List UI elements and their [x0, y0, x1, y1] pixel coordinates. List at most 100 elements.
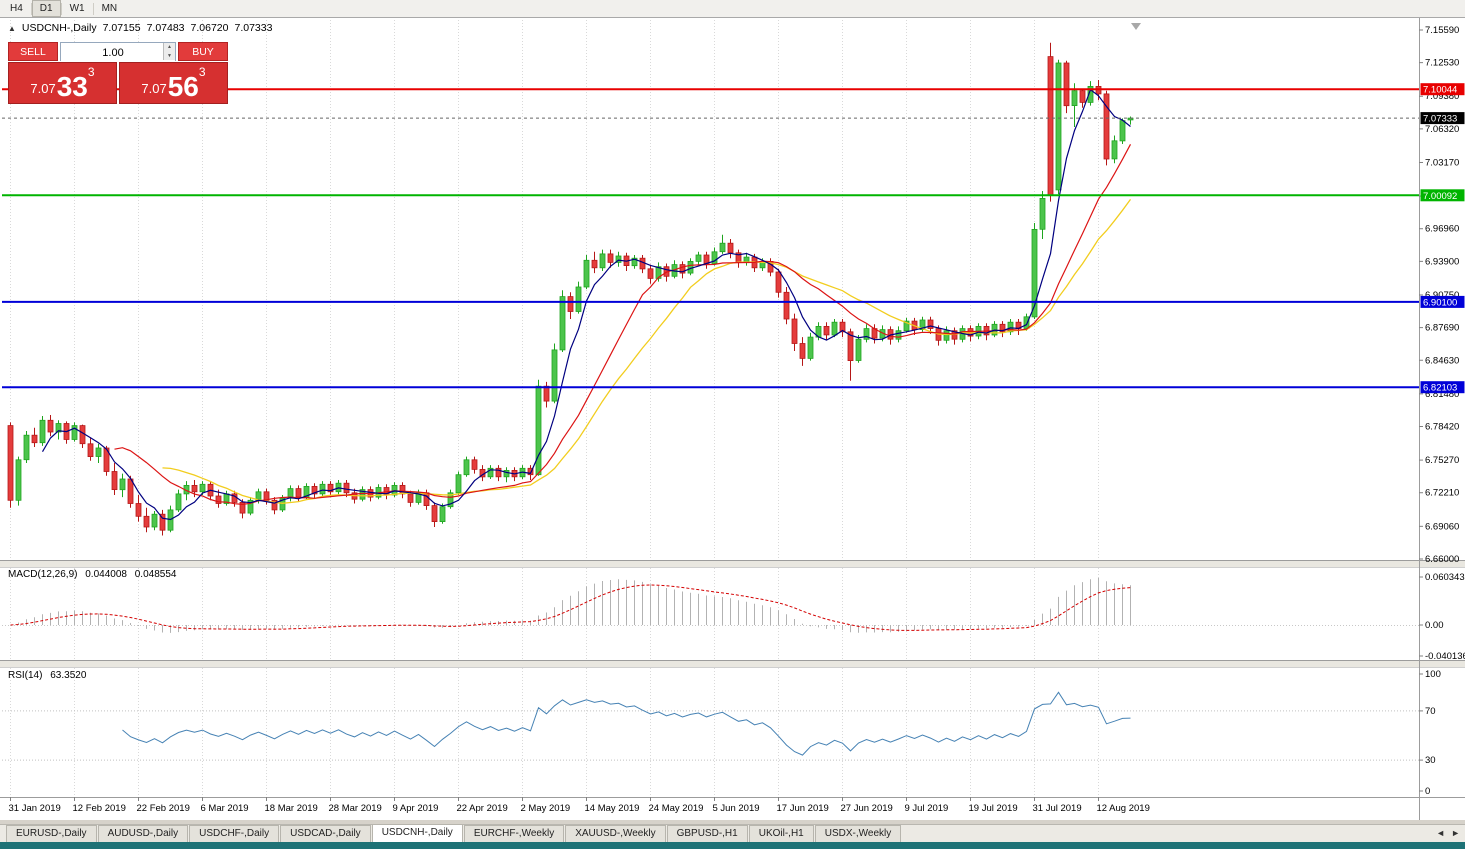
status-strip — [0, 842, 1465, 849]
volume-down-icon[interactable]: ▼ — [164, 51, 175, 60]
ohlc-high: 7.07483 — [146, 22, 185, 34]
chart-symbol-period: USDCNH-,Daily — [21, 22, 97, 34]
date-label: 12 Aug 2019 — [1097, 803, 1150, 814]
pane-splitter-rsi[interactable] — [0, 660, 1465, 667]
price-axis-label: 6.78420 — [1425, 421, 1459, 432]
chart-tab-eurusd-daily[interactable]: EURUSD-,Daily — [6, 825, 97, 842]
chart-canvas[interactable]: 31 Jan 2019 12 Feb 2019 22 Feb 2019 6 Mar 2… — [0, 18, 1465, 820]
svg-text:7.07333: 7.07333 — [1423, 114, 1457, 125]
svg-text:6.90100: 6.90100 — [1423, 297, 1457, 308]
date-label: 24 May 2019 — [649, 803, 704, 814]
rsi-axis-label: 70 — [1425, 706, 1436, 717]
rsi-name: RSI(14) — [8, 670, 43, 681]
chart-ohlc-header: ▲ USDCNH-,Daily 7.07155 7.07483 7.06720 … — [8, 22, 272, 34]
timeframe-toolbar: H4 D1 W1 MN — [0, 0, 1465, 18]
date-label: 19 Jul 2019 — [969, 803, 1018, 814]
macd-value-main: 0.044008 — [85, 569, 127, 580]
rsi-indicator-label: RSI(14) 63.3520 — [8, 670, 86, 681]
ask-price-button[interactable]: 7.07 56 3 — [119, 62, 228, 104]
price-axis-label: 6.87690 — [1425, 323, 1459, 334]
level-badge-7.10044 — [1420, 83, 1465, 96]
date-label: 14 May 2019 — [585, 803, 640, 814]
rsi-value: 63.3520 — [50, 670, 87, 681]
date-label: 5 Jun 2019 — [713, 803, 760, 814]
price-axis-label: 6.66000 — [1425, 554, 1459, 565]
chart-tab-usdx-weekly[interactable]: USDX-,Weekly — [814, 825, 902, 842]
macd-name: MACD(12,26,9) — [8, 569, 78, 580]
shift-marker-icon[interactable] — [1131, 23, 1141, 30]
date-label: 22 Feb 2019 — [137, 803, 190, 814]
bid-prefix: 7.07 — [30, 81, 56, 96]
date-label: 31 Jul 2019 — [1033, 803, 1082, 814]
rsi-axis-label: 0 — [1425, 786, 1430, 797]
date-label: 17 Jun 2019 — [777, 803, 829, 814]
chart-window: 31 Jan 2019 12 Feb 2019 22 Feb 2019 6 Mar 2… — [0, 18, 1465, 820]
chart-tab-audusd-daily[interactable]: AUDUSD-,Daily — [97, 825, 189, 842]
ask-point: 3 — [198, 65, 206, 79]
date-label: 28 Mar 2019 — [329, 803, 382, 814]
chart-tab-usdchf-daily[interactable]: USDCHF-,Daily — [189, 825, 280, 842]
ma-medium-line — [114, 144, 1132, 506]
rsi-line — [122, 691, 1131, 756]
date-label: 9 Jul 2019 — [905, 803, 949, 814]
macd-histogram — [18, 577, 1131, 633]
svg-text:7.10044: 7.10044 — [1423, 85, 1457, 96]
level-badge-7.00092 — [1420, 189, 1465, 202]
chart-tab-xauusd-weekly[interactable]: XAUUSD-,Weekly — [565, 825, 666, 842]
date-label: 9 Apr 2019 — [393, 803, 439, 814]
window-chrome-gap — [0, 820, 1465, 824]
last-price-badge — [1420, 112, 1465, 125]
chart-tab-ukoil-h1[interactable]: UKOil-,H1 — [748, 825, 814, 842]
price-axis-label: 6.90750 — [1425, 290, 1459, 301]
chart-tab-gbpusd-h1[interactable]: GBPUSD-,H1 — [666, 825, 748, 842]
pane-splitter-macd[interactable] — [0, 560, 1465, 567]
date-label: 18 Mar 2019 — [265, 803, 318, 814]
ask-pips: 56 — [167, 71, 199, 103]
toolbar-separator — [60, 2, 62, 15]
macd-value-signal: 0.048554 — [134, 569, 177, 580]
ohlc-open: 7.07155 — [102, 22, 141, 34]
price-axis-label: 6.81480 — [1425, 389, 1459, 400]
tab-scroll-left-icon[interactable]: ◄ — [1436, 828, 1446, 838]
ma-slow-line — [162, 199, 1132, 504]
volume-input[interactable] — [61, 44, 175, 62]
one-click-collapse-icon[interactable]: ▲ — [8, 23, 16, 33]
bid-pips: 33 — [56, 71, 88, 103]
rsi-axis-label: 100 — [1425, 669, 1441, 680]
candles — [7, 42, 1134, 536]
tab-scroll-right-icon[interactable]: ► — [1451, 828, 1460, 838]
volume-up-icon[interactable]: ▲ — [164, 43, 175, 52]
bid-price-button[interactable]: 7.07 33 3 — [8, 62, 117, 104]
bid-point: 3 — [87, 65, 95, 79]
ohlc-close: 7.07333 — [234, 22, 273, 34]
svg-text:6.82103: 6.82103 — [1423, 383, 1457, 394]
macd-signal-line — [10, 584, 1131, 631]
chart-tab-eurchf-weekly[interactable]: EURCHF-,Weekly — [463, 825, 565, 842]
grid-lines — [10, 20, 1099, 797]
rsi-axis-label: 30 — [1425, 755, 1436, 766]
price-axis-label: 6.69060 — [1425, 521, 1459, 532]
price-axis-label: 6.84630 — [1425, 355, 1459, 366]
chart-tab-bar: EURUSD-,Daily AUDUSD-,Daily USDCHF-,Daily U… — [0, 824, 1465, 842]
timeframe-h4-button[interactable]: H4 — [3, 1, 30, 16]
svg-text:7.00092: 7.00092 — [1423, 191, 1457, 202]
timeframe-mn-button[interactable]: MN — [95, 1, 125, 16]
price-axis: 7.15590 7.12530 7.09380 7.06320 7.03170 7.000… — [1419, 25, 1459, 565]
date-label: 27 Jun 2019 — [841, 803, 893, 814]
sell-button[interactable]: SELL — [8, 42, 58, 61]
toolbar-separator — [92, 2, 94, 15]
toolbar-separator — [30, 2, 32, 15]
date-label: 2 May 2019 — [521, 803, 571, 814]
buy-button[interactable]: BUY — [178, 42, 228, 61]
chart-tab-usdcad-daily[interactable]: USDCAD-,Daily — [280, 825, 371, 842]
macd-axis-label: 0.00 — [1425, 620, 1444, 631]
chart-tab-usdcnh-daily[interactable]: USDCNH-,Daily — [371, 824, 463, 842]
date-axis: 31 Jan 2019 12 Feb 2019 22 Feb 2019 6 Mar 2… — [9, 797, 1150, 814]
timeframe-w1-button[interactable]: W1 — [63, 1, 92, 16]
price-axis-label: 6.93900 — [1425, 256, 1459, 267]
timeframe-d1-button[interactable]: D1 — [31, 0, 61, 17]
price-axis-label: 7.15590 — [1425, 25, 1459, 36]
tab-scroll-arrows: ◄ ► — [1436, 828, 1460, 838]
price-axis-label: 7.09380 — [1425, 91, 1459, 102]
one-click-trading-panel: SELL ▲ ▼ BUY 7.07 33 3 7.07 56 3 — [8, 42, 228, 104]
